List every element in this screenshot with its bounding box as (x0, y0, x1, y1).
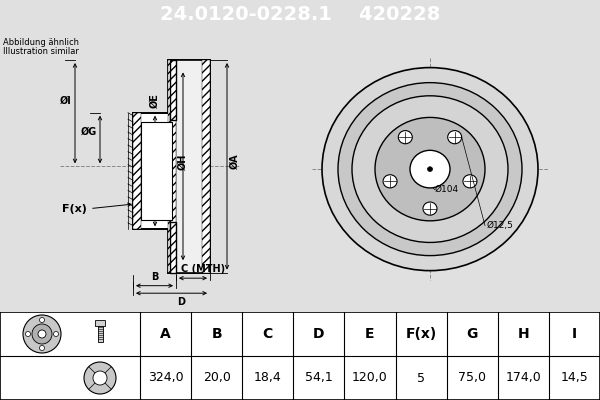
Circle shape (463, 175, 477, 188)
Bar (95, 320, 105, 326)
Bar (170, 113, 176, 229)
Circle shape (84, 362, 116, 394)
Circle shape (375, 118, 485, 221)
Text: ØA: ØA (230, 154, 240, 170)
Circle shape (352, 96, 508, 242)
Text: Abbildung ähnlich: Abbildung ähnlich (3, 38, 79, 46)
Bar (202, 60, 210, 272)
Text: ØH: ØH (178, 154, 188, 170)
Text: 14,5: 14,5 (560, 372, 589, 384)
Text: A: A (160, 327, 171, 341)
Text: ØE: ØE (150, 93, 160, 108)
Circle shape (40, 318, 44, 322)
Circle shape (423, 202, 437, 215)
Text: ØG: ØG (81, 126, 97, 136)
Circle shape (53, 332, 59, 336)
Bar (133, 113, 176, 229)
Text: 324,0: 324,0 (148, 372, 184, 384)
Text: B: B (211, 327, 222, 341)
Text: B: B (151, 272, 158, 282)
Text: ATE: ATE (361, 196, 459, 255)
Bar (97, 326, 103, 342)
Bar (170, 222, 176, 272)
Bar (133, 113, 141, 229)
Text: 75,0: 75,0 (458, 372, 486, 384)
Circle shape (398, 131, 412, 144)
Text: D: D (178, 297, 185, 307)
Circle shape (322, 68, 538, 271)
Text: F(x): F(x) (62, 204, 87, 214)
Text: G: G (467, 327, 478, 341)
Text: F(x): F(x) (406, 327, 437, 341)
Circle shape (410, 150, 450, 188)
Text: D: D (313, 327, 325, 341)
Bar (176, 60, 202, 272)
Text: C: C (263, 327, 273, 341)
Text: Ø104: Ø104 (435, 185, 459, 194)
Text: 5: 5 (417, 372, 425, 384)
Text: 54,1: 54,1 (305, 372, 333, 384)
Text: 18,4: 18,4 (254, 372, 281, 384)
Text: C (MTH): C (MTH) (181, 264, 225, 274)
Text: H: H (518, 327, 529, 341)
Text: 120,0: 120,0 (352, 372, 388, 384)
Text: 20,0: 20,0 (203, 372, 230, 384)
Text: E: E (365, 327, 375, 341)
Circle shape (38, 330, 46, 338)
Circle shape (40, 346, 44, 350)
Text: ØI: ØI (60, 96, 72, 106)
Circle shape (427, 167, 433, 172)
Circle shape (338, 83, 522, 256)
Bar (170, 60, 176, 120)
Circle shape (383, 175, 397, 188)
Text: I: I (572, 327, 577, 341)
Circle shape (93, 371, 107, 385)
Text: 174,0: 174,0 (505, 372, 541, 384)
Circle shape (32, 324, 52, 344)
Circle shape (23, 315, 61, 353)
Bar (168, 60, 210, 272)
Text: 24.0120-0228.1    420228: 24.0120-0228.1 420228 (160, 6, 440, 24)
Circle shape (25, 332, 31, 336)
Bar (141, 122, 172, 220)
Circle shape (448, 131, 461, 144)
Bar (168, 60, 176, 272)
Text: Illustration similar: Illustration similar (3, 47, 79, 56)
Text: Ø12,5: Ø12,5 (487, 221, 514, 230)
